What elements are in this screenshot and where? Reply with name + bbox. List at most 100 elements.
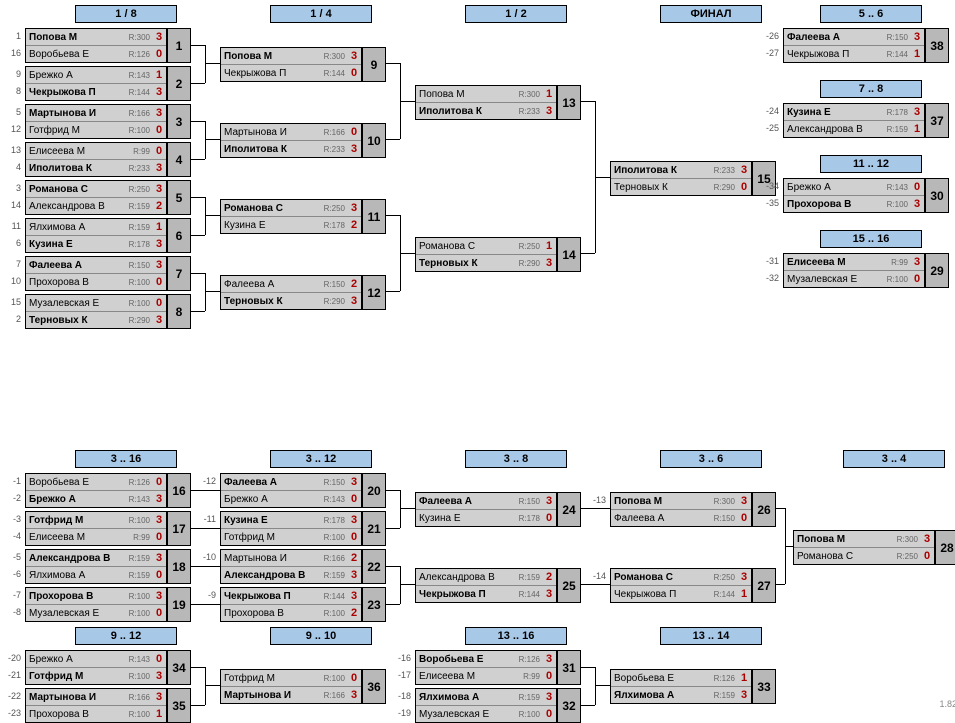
connector-line [190, 235, 205, 236]
match-box: Ялхимова АR:1591Кузина ЕR:1783 [25, 218, 167, 253]
seed: 14 [5, 200, 21, 210]
connector-line [580, 584, 595, 585]
player-score: 3 [152, 670, 166, 682]
round-header: 11 .. 12 [820, 155, 922, 173]
player-name: Брежко А [221, 494, 317, 505]
player-score: 0 [920, 550, 934, 562]
connector-line [580, 667, 595, 668]
player-name: Чекрыжова П [221, 591, 317, 602]
connector-line [385, 604, 400, 605]
player-score: 3 [347, 590, 361, 602]
seed: 6 [5, 238, 21, 248]
player-rating: R:159 [512, 573, 542, 582]
match-number: 3 [167, 104, 191, 139]
player-name: Александрова В [416, 572, 512, 583]
match-number: 21 [362, 511, 386, 546]
player-score: 3 [910, 106, 924, 118]
player-score: 3 [542, 105, 556, 117]
player-name: Елисеева М [26, 532, 122, 543]
seed: 13 [5, 145, 21, 155]
seed: -2 [5, 493, 21, 503]
player-score: 3 [737, 571, 751, 583]
player-score: 3 [152, 590, 166, 602]
seed: 2 [5, 314, 21, 324]
player-rating: R:99 [122, 533, 152, 542]
player-score: 3 [542, 257, 556, 269]
player-rating: R:100 [317, 533, 347, 542]
connector-line [190, 311, 205, 312]
match-box: Прохорова ВR:1003Музалевская ЕR:1000 [25, 587, 167, 622]
player-rating: R:150 [512, 497, 542, 506]
match-number: 18 [167, 549, 191, 584]
match-number: 17 [167, 511, 191, 546]
player-score: 3 [737, 164, 751, 176]
player-name: Мартынова И [221, 690, 317, 701]
match-box: Воробьева ЕR:1263Елисеева МR:990 [415, 650, 557, 685]
match-box: Романова СR:2503Чекрыжова ПR:1441 [610, 568, 752, 603]
player-score: 3 [910, 31, 924, 43]
player-rating: R:233 [122, 164, 152, 173]
player-score: 0 [542, 512, 556, 524]
round-header: 9 .. 12 [75, 627, 177, 645]
player-score: 1 [152, 221, 166, 233]
match-box: Брежко АR:1430Готфрид МR:1003 [25, 650, 167, 685]
match-box: Романова СR:2503Александрова ВR:1592 [25, 180, 167, 215]
seed: 4 [5, 162, 21, 172]
player-rating: R:178 [512, 514, 542, 523]
player-score: 2 [347, 278, 361, 290]
seed: -27 [763, 48, 779, 58]
player-rating: R:144 [317, 592, 347, 601]
player-rating: R:290 [122, 316, 152, 325]
match-number: 36 [362, 669, 386, 704]
match-number: 4 [167, 142, 191, 177]
player-rating: R:100 [122, 516, 152, 525]
seed: -9 [200, 590, 216, 600]
player-score: 3 [152, 183, 166, 195]
player-name: Фалеева А [416, 496, 512, 507]
round-header: 3 .. 4 [843, 450, 945, 468]
player-score: 3 [152, 514, 166, 526]
match-box: Романова СR:2501Терновых КR:2903 [415, 237, 557, 272]
match-box: Воробьева ЕR:1261Ялхимова АR:1593 [610, 669, 752, 704]
player-rating: R:159 [317, 571, 347, 580]
player-name: Елисеева М [416, 671, 512, 682]
player-name: Мартынова И [221, 553, 317, 564]
match-box: Готфрид МR:1003Елисеева МR:990 [25, 511, 167, 546]
player-rating: R:143 [122, 655, 152, 664]
player-score: 1 [737, 672, 751, 684]
connector-line [190, 273, 205, 274]
player-rating: R:166 [122, 109, 152, 118]
player-rating: R:290 [317, 297, 347, 306]
connector-line [190, 121, 205, 122]
player-rating: R:300 [890, 535, 920, 544]
round-header: 3 .. 16 [75, 450, 177, 468]
player-rating: R:290 [512, 259, 542, 268]
connector-line [595, 177, 610, 178]
player-name: Александрова В [26, 553, 122, 564]
connector-line [595, 584, 610, 585]
player-name: Музалевская Е [26, 298, 122, 309]
connector-line [775, 508, 785, 509]
player-name: Елисеева М [784, 257, 880, 268]
match-box: Мартынова ИR:1663Прохорова ВR:1001 [25, 688, 167, 723]
seed: 11 [5, 221, 21, 231]
player-name: Воробьева Е [416, 654, 512, 665]
connector-line [400, 101, 415, 102]
connector-line [205, 604, 220, 605]
round-header: 3 .. 8 [465, 450, 567, 468]
player-rating: R:290 [707, 183, 737, 192]
match-number: 35 [167, 688, 191, 723]
player-name: Иполитова К [611, 165, 707, 176]
round-header: 13 .. 14 [660, 627, 762, 645]
seed: -7 [5, 590, 21, 600]
player-name: Брежко А [26, 654, 122, 665]
seed: 3 [5, 183, 21, 193]
player-rating: R:150 [880, 33, 910, 42]
seed: -11 [200, 514, 216, 524]
player-rating: R:100 [122, 609, 152, 618]
player-rating: R:178 [317, 516, 347, 525]
player-rating: R:159 [122, 571, 152, 580]
match-box: Воробьева ЕR:1260Брежко АR:1433 [25, 473, 167, 508]
player-name: Александрова В [784, 124, 880, 135]
connector-line [385, 566, 400, 567]
